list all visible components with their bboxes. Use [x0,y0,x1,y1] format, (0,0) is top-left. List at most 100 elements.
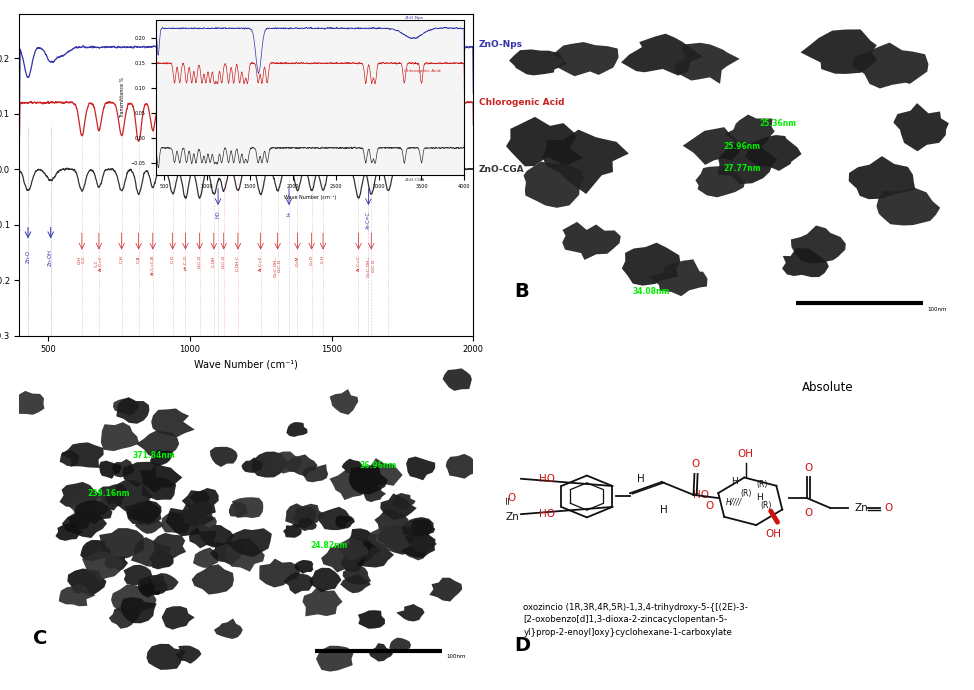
Text: Zn: Zn [854,503,869,513]
Polygon shape [127,500,162,524]
Text: oxozincio (1R,3R,4R,5R)-1,3,4-trihydroxy-5-{[(2E)-3-
[2-oxobenzo[d]1,3-dioxa-2-z: oxozincio (1R,3R,4R,5R)-1,3,4-trihydroxy… [523,602,748,637]
Text: C-O: C-O [170,255,174,264]
Text: H: H [756,493,763,502]
Polygon shape [302,587,343,616]
Text: 100nm: 100nm [927,306,947,312]
Polygon shape [124,564,152,586]
Polygon shape [214,618,243,639]
Polygon shape [225,529,272,557]
Text: O=C-OH-,
O-C-O: O=C-OH-, O-C-O [274,255,281,277]
Polygon shape [229,502,247,518]
Polygon shape [139,463,182,493]
Text: I+: I+ [286,210,291,217]
Polygon shape [283,524,302,538]
Text: C-OH: C-OH [211,255,216,266]
Polygon shape [148,549,173,569]
Polygon shape [335,515,355,529]
Polygon shape [285,503,316,529]
Text: C=O: C=O [310,255,314,265]
Polygon shape [116,397,149,424]
Polygon shape [137,578,166,598]
Polygon shape [506,117,583,166]
Text: ZnO-Nps: ZnO-Nps [479,40,523,49]
Polygon shape [151,408,195,437]
Text: D: D [514,636,531,655]
Polygon shape [338,538,368,560]
Polygon shape [58,584,95,607]
Polygon shape [74,500,113,524]
Polygon shape [621,243,680,286]
Polygon shape [112,459,134,477]
Text: Chlorogenic Acid: Chlorogenic Acid [479,98,565,107]
Polygon shape [293,504,324,525]
Polygon shape [349,468,381,491]
Polygon shape [553,42,618,77]
Polygon shape [68,515,90,529]
Polygon shape [509,50,567,75]
Text: H////: H//// [727,497,742,506]
Polygon shape [110,480,152,511]
Text: O: O [692,459,699,469]
Polygon shape [66,489,108,515]
Polygon shape [343,565,371,585]
Text: 24.82nm: 24.82nm [310,541,348,550]
Text: O: O [507,493,516,503]
Polygon shape [348,538,381,563]
Polygon shape [162,512,192,533]
Text: OH: OH [765,529,781,539]
Text: HO: HO [693,490,709,500]
Polygon shape [135,515,164,534]
Polygon shape [400,517,433,539]
Polygon shape [893,103,949,151]
Polygon shape [109,607,140,629]
Text: B: B [514,282,529,301]
Text: 25.96nm: 25.96nm [723,142,760,151]
Polygon shape [136,431,179,458]
Polygon shape [200,525,234,548]
Polygon shape [101,422,139,451]
Text: ZnO-CGA: ZnO-CGA [479,165,525,174]
Polygon shape [296,518,317,531]
Polygon shape [543,130,629,194]
Text: ph.C-O: ph.C-O [183,255,187,270]
Text: C-H: C-H [321,255,325,263]
Polygon shape [210,447,238,467]
Text: 239.16nm: 239.16nm [88,489,131,498]
Polygon shape [59,482,100,508]
Polygon shape [251,451,290,477]
Text: Zn: Zn [506,513,519,522]
Polygon shape [393,493,416,509]
Polygon shape [302,464,328,482]
Polygon shape [695,166,745,197]
Polygon shape [283,572,314,594]
Text: O-C-O: O-C-O [198,255,202,268]
Text: 371.84nm: 371.84nm [133,451,175,460]
Polygon shape [98,484,127,505]
Text: 100nm: 100nm [446,654,466,659]
Text: C-C
Ar-C=C: C-C Ar-C=C [94,255,103,271]
Polygon shape [104,556,128,571]
Polygon shape [442,368,471,391]
Polygon shape [242,457,263,473]
Polygon shape [725,115,774,150]
Polygon shape [374,508,409,533]
Polygon shape [782,248,829,277]
Text: O-C-O: O-C-O [222,255,226,268]
Polygon shape [329,471,367,500]
Polygon shape [113,398,139,415]
Text: Absolute: Absolute [802,381,853,393]
Text: C-B: C-B [136,255,140,263]
Polygon shape [294,560,314,574]
Polygon shape [718,141,777,184]
Polygon shape [357,610,385,629]
Polygon shape [125,500,162,525]
Polygon shape [13,391,45,415]
Polygon shape [360,458,402,486]
Polygon shape [131,537,173,567]
Polygon shape [401,531,435,558]
Text: H: H [731,477,737,486]
Text: OH: OH [737,449,754,460]
Polygon shape [446,454,479,479]
Polygon shape [153,533,186,559]
Polygon shape [353,541,394,568]
